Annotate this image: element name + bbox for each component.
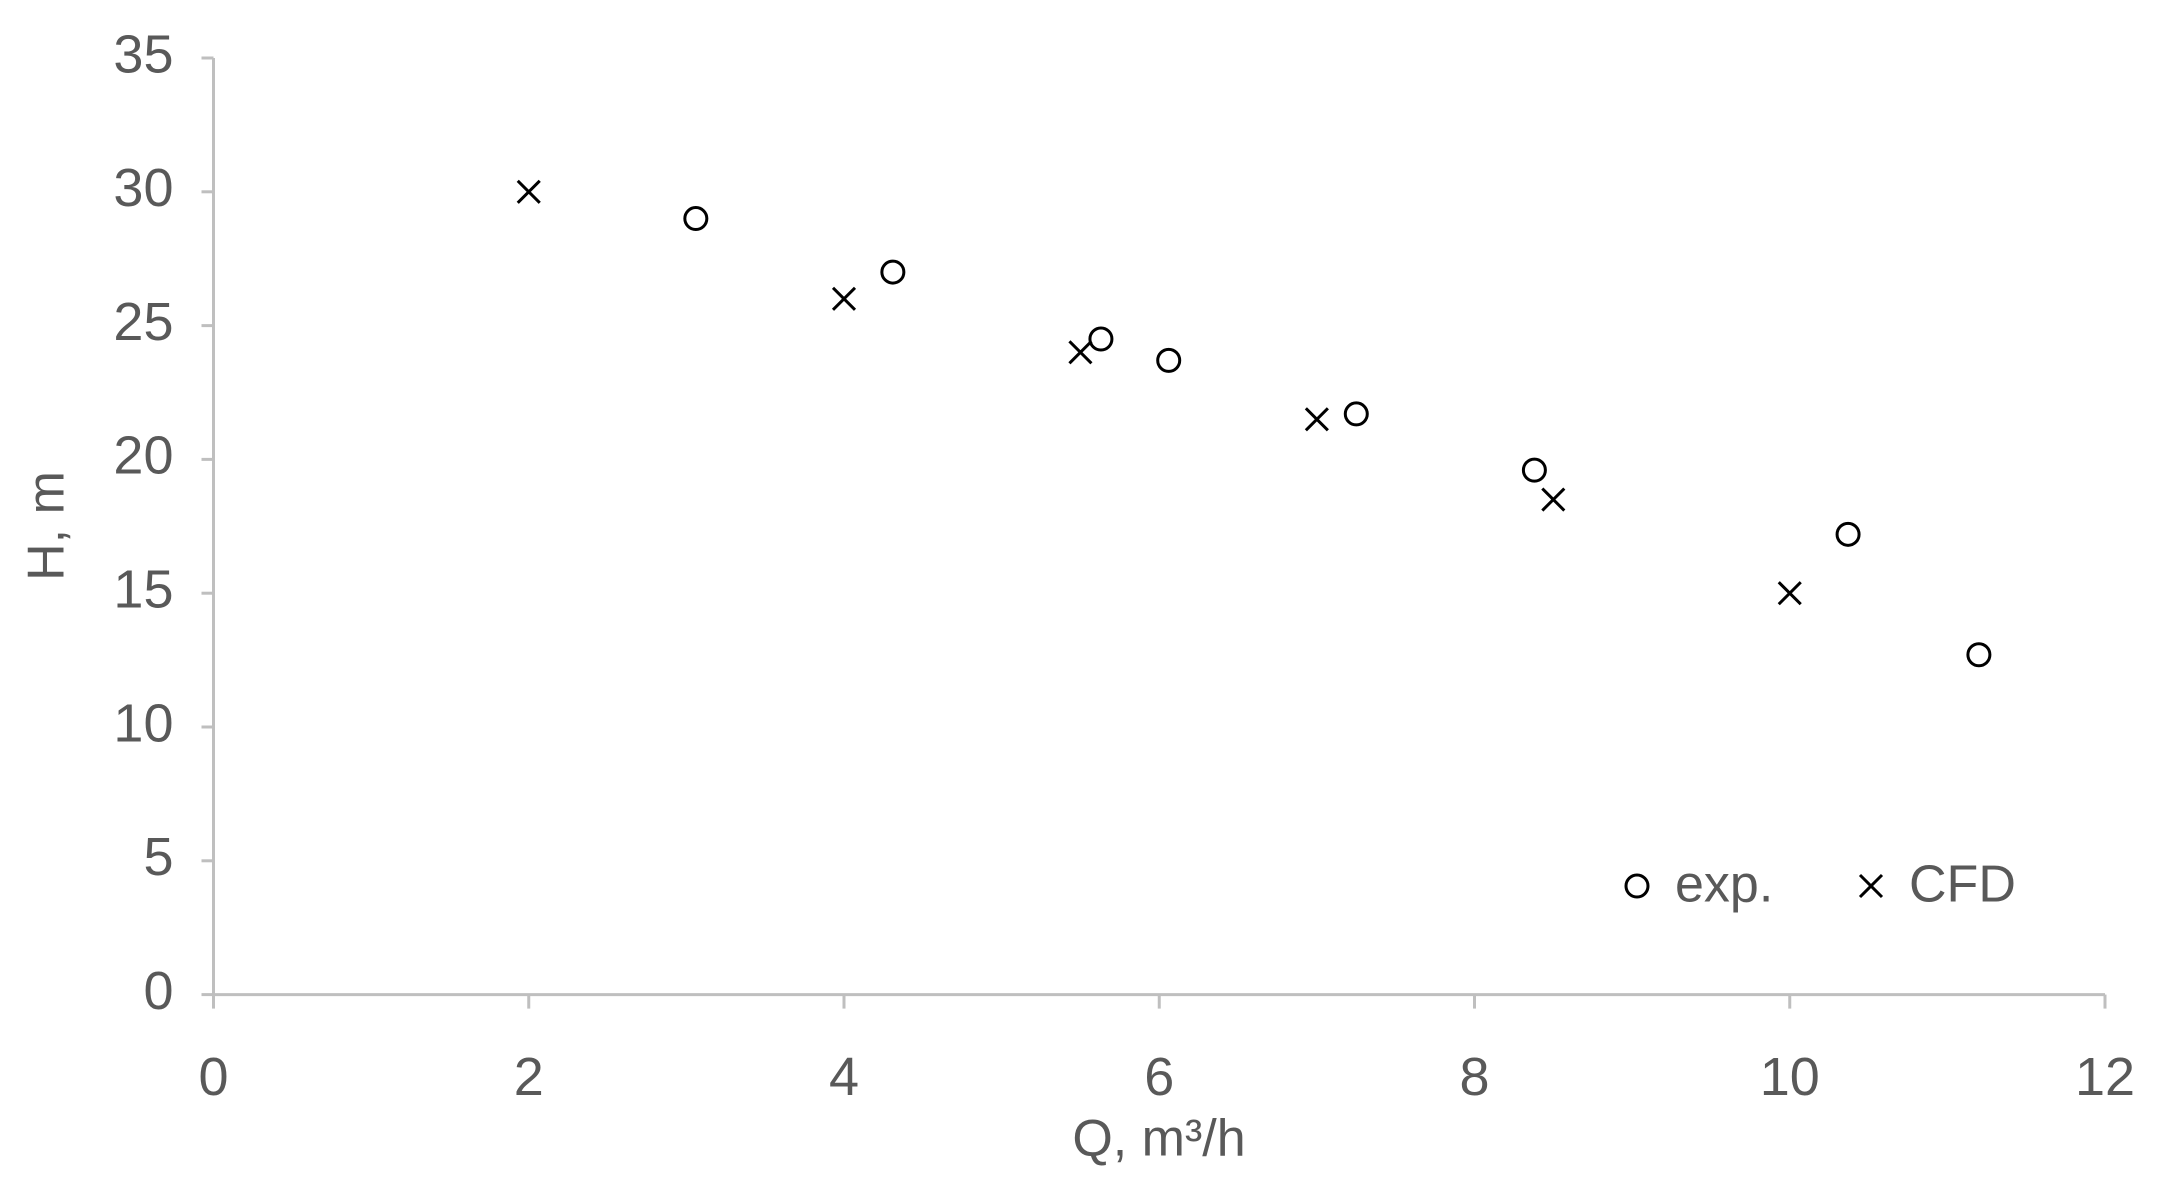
data-point — [683, 206, 709, 232]
y-tick-label: 35 — [113, 24, 173, 84]
y-tick-label: 25 — [113, 292, 173, 352]
y-tick-label: 30 — [113, 158, 173, 218]
data-point — [1156, 347, 1182, 373]
data-point — [1966, 642, 1992, 668]
legend-marker — [1624, 873, 1650, 899]
x-tick-label: 8 — [1459, 1047, 1489, 1107]
data-point — [1777, 581, 1802, 606]
x-tick-label: 0 — [198, 1047, 228, 1107]
x-tick-label: 12 — [2075, 1047, 2135, 1107]
y-axis-title: H, m — [18, 471, 76, 581]
data-point — [516, 179, 541, 204]
legend-marker — [1858, 873, 1884, 899]
legend-label: CFD — [1909, 856, 2016, 914]
data-point — [1541, 487, 1566, 512]
data-point — [1835, 521, 1861, 547]
x-axis-title: Q, m³/h — [1072, 1110, 1245, 1168]
y-tick-label: 0 — [143, 961, 173, 1021]
legend-label: exp. — [1675, 856, 1773, 914]
data-point — [1521, 457, 1547, 483]
data-point — [1304, 407, 1329, 432]
y-tick-label: 15 — [113, 559, 173, 619]
y-tick-label: 5 — [143, 827, 173, 887]
x-tick-label: 4 — [829, 1047, 859, 1107]
y-tick-label: 10 — [113, 693, 173, 753]
data-point — [880, 259, 906, 285]
y-tick-label: 20 — [113, 426, 173, 486]
data-point — [1343, 401, 1369, 427]
x-tick-label: 2 — [514, 1047, 544, 1107]
data-point — [1088, 326, 1114, 352]
data-point — [831, 286, 857, 311]
x-tick-label: 10 — [1760, 1047, 1820, 1107]
data-point — [1068, 340, 1093, 365]
x-tick-label: 6 — [1144, 1047, 1174, 1107]
